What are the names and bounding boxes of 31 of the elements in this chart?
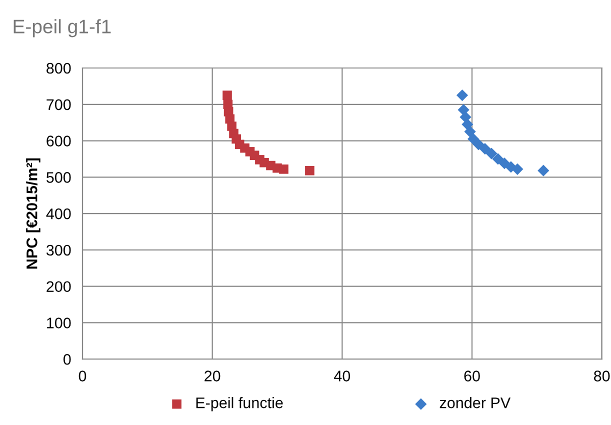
x-tick-label: 80	[594, 370, 610, 382]
point	[279, 164, 288, 174]
y-tick-label: 0	[63, 354, 71, 365]
point	[464, 126, 476, 138]
y-tick-label: 700	[46, 99, 71, 110]
point	[486, 148, 498, 160]
legend-label: zonder PV	[440, 397, 511, 408]
chart-title: E-peil g1-f1	[14, 19, 111, 38]
y-tick-label: 200	[46, 281, 71, 292]
y-axis-title: NPC [€2015/m²]	[26, 158, 40, 269]
x-tick-label: 40	[334, 370, 350, 382]
y-tick-label: 400	[46, 208, 71, 220]
point	[222, 90, 232, 100]
point	[467, 133, 480, 145]
point	[479, 142, 491, 155]
point	[492, 153, 504, 165]
point	[305, 166, 314, 176]
x-tick-label: 0	[78, 370, 86, 382]
point	[538, 164, 550, 176]
y-tick-label: 500	[46, 172, 71, 183]
point	[472, 138, 484, 150]
x-tick-label: 60	[464, 370, 480, 382]
legend-label: E-peil functie	[196, 397, 283, 412]
point	[498, 158, 510, 170]
y-tick-label: 100	[47, 318, 71, 328]
x-tick-label: 20	[204, 370, 220, 382]
y-tick-label: 300	[46, 244, 71, 256]
point	[512, 163, 524, 175]
y-tick-label: 600	[46, 136, 71, 146]
y-tick-label: 800	[46, 62, 71, 74]
point	[456, 89, 468, 102]
